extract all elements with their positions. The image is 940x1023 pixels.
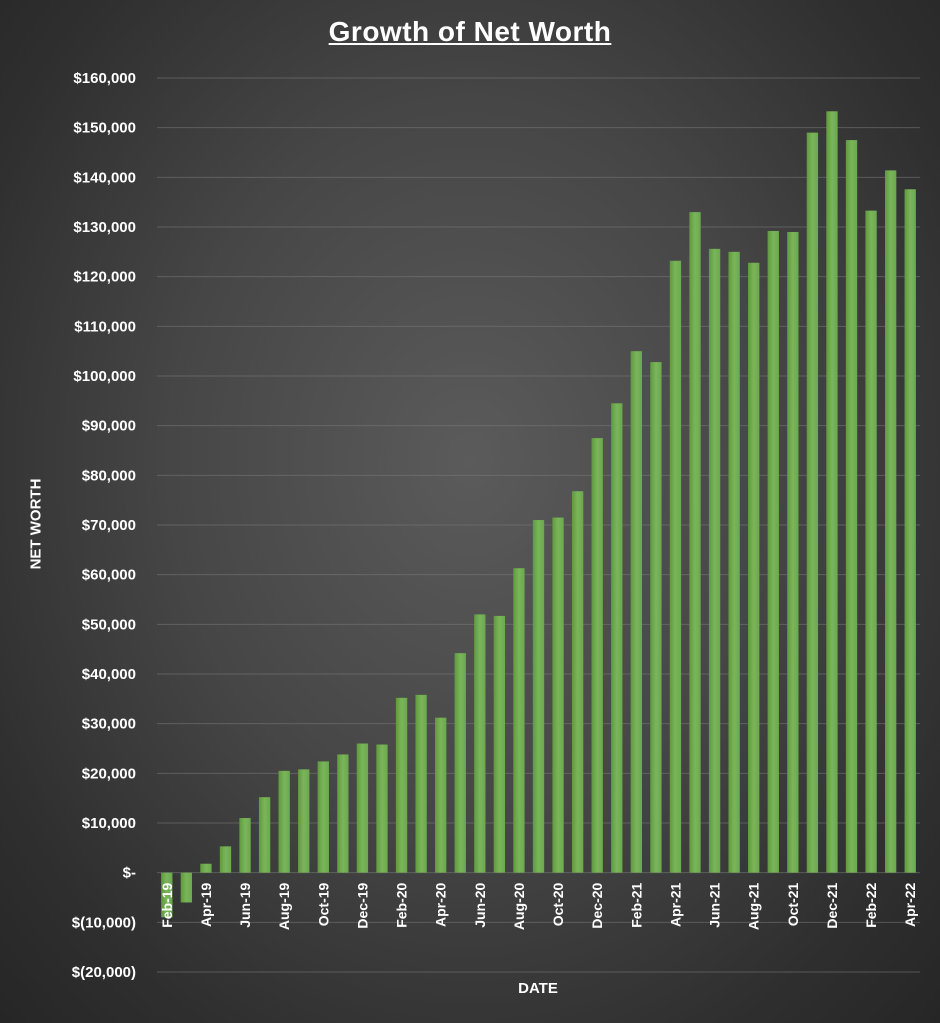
bar-sep-19 [298, 769, 310, 873]
x-tick-labels: Feb-19 Apr-19 Jun-19 Aug-19 Oct-19 Dec-19 Feb-… [159, 882, 918, 930]
bar-nov-21 [806, 132, 819, 873]
x-tick-label: Dec-19 [354, 882, 370, 928]
bar-mar-22 [884, 170, 897, 873]
bar-jan-21 [611, 403, 623, 873]
bar-jun-19 [239, 818, 251, 873]
x-tick-label: Dec-21 [824, 882, 840, 928]
bar-apr-21 [669, 260, 682, 873]
bar-oct-19 [317, 761, 329, 873]
y-tick-label: $40,000 [82, 666, 136, 683]
y-tick-label: $60,000 [82, 567, 136, 584]
y-tick-label: $110,000 [74, 318, 136, 335]
x-tick-label: Oct-19 [315, 882, 331, 926]
x-tick-label: Feb-20 [394, 882, 410, 927]
bar-feb-21 [630, 351, 642, 873]
x-tick-label: Aug-20 [511, 882, 527, 930]
bar-feb-19 [161, 872, 173, 918]
bar-nov-20 [571, 491, 584, 873]
x-tick-label: Jun-20 [472, 882, 488, 927]
bar-apr-20 [435, 717, 447, 873]
bar-feb-22 [865, 210, 877, 873]
bar-aug-19 [278, 770, 290, 873]
bar-jul-20 [493, 615, 506, 873]
bar-jan-20 [376, 744, 388, 873]
x-tick-label: Jun-19 [237, 882, 253, 927]
bar-mar-21 [650, 362, 662, 873]
y-tick-label: $90,000 [82, 418, 136, 435]
y-tick-label: $140,000 [73, 169, 136, 186]
x-tick-label: Oct-21 [785, 882, 801, 926]
bar-jul-21 [728, 251, 740, 873]
x-tick-label: Oct-20 [550, 882, 566, 926]
y-tick-label: $130,000 [73, 219, 136, 236]
y-tick-label: $(20,000) [72, 964, 136, 981]
y-tick-label: $20,000 [82, 765, 136, 782]
x-tick-label: Aug-21 [746, 882, 762, 930]
bar-jul-19 [258, 797, 271, 873]
bar-feb-20 [395, 697, 408, 873]
bar-dec-20 [591, 438, 603, 873]
y-tick-label: $- [123, 865, 136, 882]
bar-dec-21 [826, 111, 838, 873]
x-tick-label: Apr-19 [198, 882, 214, 927]
bar-sep-20 [532, 520, 545, 873]
x-tick-label: Aug-19 [276, 882, 292, 930]
bar-mar-19 [180, 872, 193, 903]
bar-jun-21 [708, 248, 721, 873]
bar-sep-21 [767, 230, 779, 873]
y-tick-label: $70,000 [82, 517, 136, 534]
bar-may-19 [219, 846, 232, 873]
y-tick-label: $10,000 [82, 815, 136, 832]
y-tick-label: $(10,000) [72, 914, 136, 931]
x-tick-label: Dec-20 [589, 882, 605, 928]
y-tick-label: $50,000 [82, 616, 136, 633]
x-tick-label: Feb-21 [628, 882, 644, 927]
bar-oct-20 [552, 517, 564, 873]
bar-may-21 [689, 212, 701, 873]
y-tick-label: $120,000 [73, 269, 136, 286]
bar-jan-22 [845, 140, 858, 873]
chart-title: Growth of Net Worth [328, 16, 612, 47]
bar-mar-20 [415, 694, 427, 873]
y-tick-labels: $160,000 $150,000 $140,000 $130,000 $120,000… [72, 70, 136, 981]
x-tick-label: Feb-19 [159, 882, 175, 927]
x-axis-label: DATE [518, 980, 558, 997]
bars [161, 111, 916, 918]
y-tick-label: $30,000 [82, 716, 136, 733]
x-tick-label: Jun-21 [707, 882, 723, 927]
x-tick-label: Apr-22 [902, 882, 918, 927]
bar-apr-19 [200, 863, 212, 873]
bar-nov-19 [337, 754, 349, 873]
bar-aug-21 [748, 262, 760, 873]
bar-jun-20 [474, 614, 486, 873]
y-tick-label: $150,000 [73, 120, 136, 137]
y-tick-label: $160,000 [73, 70, 136, 87]
bar-apr-22 [904, 189, 916, 873]
x-tick-label: Apr-21 [667, 882, 683, 927]
bar-may-20 [454, 653, 466, 873]
bar-oct-21 [787, 231, 799, 873]
bar-aug-20 [513, 568, 525, 873]
y-tick-label: $80,000 [82, 467, 136, 484]
x-tick-label: Feb-22 [863, 882, 879, 927]
x-tick-label: Apr-20 [433, 882, 449, 927]
y-tick-label: $100,000 [73, 368, 136, 385]
bar-dec-19 [356, 743, 369, 873]
